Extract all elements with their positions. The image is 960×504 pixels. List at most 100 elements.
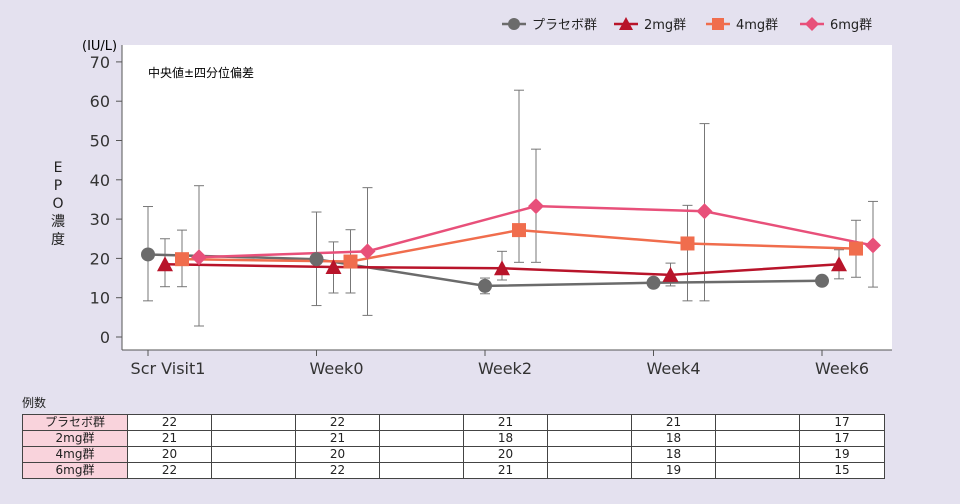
counts-gap-cell — [379, 462, 464, 479]
counts-gap-cell — [211, 430, 296, 447]
annotation-text: 中央値±四分位偏差 — [148, 65, 254, 80]
counts-row-header: 6mg群 — [22, 462, 128, 479]
counts-cell: 22 — [295, 462, 380, 479]
counts-cell: 21 — [463, 414, 548, 431]
counts-gap-cell — [715, 430, 800, 447]
counts-cell: 18 — [631, 446, 716, 463]
counts-cell: 17 — [799, 430, 885, 447]
y-tick-label: 20 — [90, 249, 110, 268]
counts-cell: 21 — [463, 462, 548, 479]
counts-gap-cell — [211, 446, 296, 463]
counts-gap-cell — [379, 430, 464, 447]
y-tick-label: 70 — [90, 53, 110, 72]
y-tick-label: 40 — [90, 171, 110, 190]
legend-marker — [712, 18, 724, 30]
data-point — [849, 241, 863, 256]
counts-gap-cell — [715, 414, 800, 431]
counts-cell: 19 — [631, 462, 716, 479]
y-tick-label: 30 — [90, 210, 110, 229]
counts-gap-cell — [547, 446, 632, 463]
data-point — [175, 252, 189, 267]
y-axis-label-char: E — [54, 160, 63, 176]
x-tick-label: Week0 — [309, 359, 363, 378]
y-axis-label-char: 度 — [51, 232, 65, 248]
counts-cell: 18 — [631, 430, 716, 447]
counts-gap-cell — [715, 446, 800, 463]
counts-gap-cell — [547, 430, 632, 447]
counts-cell: 22 — [127, 414, 212, 431]
y-tick-label: 50 — [90, 132, 110, 151]
x-tick-label: Scr Visit1 — [131, 359, 206, 378]
axes: 0 10 20 30 40 50 60 70 Scr Visit1 Week0 Week2 Week4… — [90, 45, 892, 378]
legend-marker — [619, 17, 633, 30]
data-point — [494, 260, 510, 276]
counts-cell: 21 — [295, 430, 380, 447]
counts-gap-cell — [379, 446, 464, 463]
plot-area — [122, 45, 892, 350]
data-point — [141, 247, 155, 262]
counts-gap-cell — [547, 414, 632, 431]
counts-table-label: 例数 — [22, 396, 47, 410]
counts-row: 6mg群 22 22 21 19 15 — [22, 462, 885, 479]
data-point — [865, 237, 881, 254]
data-point — [359, 243, 376, 260]
legend-marker — [508, 18, 520, 30]
data-point — [191, 249, 207, 266]
counts-gap-cell — [211, 462, 296, 479]
counts-cell: 20 — [127, 446, 212, 463]
counts-cell: 21 — [631, 414, 716, 431]
counts-gap-cell — [211, 414, 296, 431]
counts-cell: 20 — [463, 446, 548, 463]
counts-row-header: プラセボ群 — [22, 414, 128, 431]
counts-row: プラセボ群 22 22 21 21 17 — [22, 414, 885, 431]
legend-label: 4mg群 — [736, 18, 778, 33]
data-point — [696, 203, 713, 220]
data-point — [680, 236, 695, 251]
y-axis-label-char: P — [54, 178, 62, 194]
series-markers — [141, 198, 881, 293]
data-point — [815, 273, 829, 288]
counts-cell: 15 — [799, 462, 885, 479]
data-point — [343, 254, 358, 269]
counts-cell: 22 — [127, 462, 212, 479]
legend-label: 6mg群 — [830, 18, 872, 33]
counts-table: プラセボ群 22 22 21 21 17 2mg群 21 21 18 18 17 4mg群 20 20 20 1… — [22, 414, 885, 479]
data-point — [157, 256, 173, 272]
counts-row-header: 4mg群 — [22, 446, 128, 463]
x-tick-label: Week2 — [478, 359, 532, 378]
y-tick-label: 0 — [100, 328, 110, 347]
legend: プラセボ群 2mg群 4mg群 6mg群 — [502, 17, 872, 33]
data-point — [512, 223, 526, 238]
x-tick-label: Week6 — [815, 359, 869, 378]
counts-gap-cell — [547, 462, 632, 479]
y-axis-label-char: O — [52, 196, 63, 212]
legend-label: 2mg群 — [644, 18, 686, 33]
counts-cell: 20 — [295, 446, 380, 463]
counts-row-header: 2mg群 — [22, 430, 128, 447]
counts-row: 4mg群 20 20 20 18 19 — [22, 446, 885, 463]
counts-cell: 21 — [127, 430, 212, 447]
data-point — [662, 266, 679, 282]
counts-row: 2mg群 21 21 18 18 17 — [22, 430, 885, 447]
y-unit-label: (IU/L) — [82, 39, 117, 54]
data-point — [325, 259, 342, 275]
counts-gap-cell — [379, 414, 464, 431]
counts-cell: 22 — [295, 414, 380, 431]
legend-marker — [805, 17, 819, 31]
counts-cell: 18 — [463, 430, 548, 447]
data-point — [528, 198, 544, 215]
counts-cell: 17 — [799, 414, 885, 431]
y-tick-label: 10 — [90, 289, 110, 308]
counts-cell: 19 — [799, 446, 885, 463]
x-tick-label: Week4 — [646, 359, 700, 378]
data-point — [646, 275, 661, 290]
legend-label: プラセボ群 — [532, 18, 597, 33]
y-axis-label-char: 濃 — [51, 214, 65, 230]
y-tick-label: 60 — [90, 92, 110, 111]
data-point — [309, 252, 324, 267]
counts-gap-cell — [715, 462, 800, 479]
data-point — [478, 278, 492, 293]
data-point — [831, 256, 847, 272]
